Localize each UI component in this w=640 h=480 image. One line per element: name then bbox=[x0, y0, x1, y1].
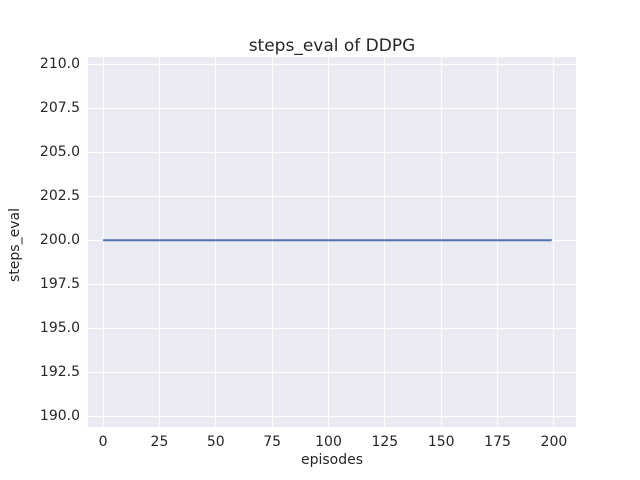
chart-title: steps_eval of DDPG bbox=[248, 36, 416, 56]
y-tick-label: 200.0 bbox=[39, 232, 80, 249]
y-tick-label: 197.5 bbox=[39, 276, 80, 293]
x-tick-label: 0 bbox=[98, 434, 108, 450]
plot-area bbox=[88, 57, 576, 427]
x-tick-label: 200 bbox=[540, 434, 568, 450]
gridline-y-197.5 bbox=[88, 283, 576, 285]
gridline-x-50 bbox=[215, 57, 217, 427]
gridline-y-202.5 bbox=[88, 195, 576, 197]
gridline-x-125 bbox=[384, 57, 386, 427]
gridline-x-175 bbox=[497, 57, 499, 427]
gridline-y-210 bbox=[88, 63, 576, 65]
gridline-x-200 bbox=[553, 57, 555, 427]
gridline-y-205 bbox=[88, 151, 576, 153]
gridline-y-195 bbox=[88, 327, 576, 329]
series-layer bbox=[103, 239, 552, 242]
y-tick-label: 190.0 bbox=[39, 408, 80, 425]
x-tick-label: 125 bbox=[371, 434, 399, 450]
x-tick-label: 175 bbox=[484, 434, 511, 450]
gridline-x-25 bbox=[158, 57, 160, 427]
gridline-y-207.5 bbox=[88, 107, 576, 109]
x-axis-label: episodes bbox=[300, 452, 364, 468]
y-tick-label: 207.5 bbox=[39, 100, 80, 117]
y-tick-label: 192.5 bbox=[39, 364, 80, 381]
gridline-x-150 bbox=[440, 57, 442, 427]
gridline-x-100 bbox=[328, 57, 329, 427]
y-tick-label: 195.0 bbox=[39, 320, 80, 337]
x-tick-label: 50 bbox=[206, 434, 225, 450]
y-tick-label: 205.0 bbox=[39, 144, 80, 161]
gridline-y-192.5 bbox=[88, 371, 576, 373]
x-tick-label: 25 bbox=[150, 434, 169, 450]
x-tick-label: 75 bbox=[263, 434, 282, 450]
x-tick-label: 100 bbox=[315, 434, 342, 450]
y-tick-label: 202.5 bbox=[39, 188, 80, 205]
gridline-y-190 bbox=[88, 415, 576, 417]
y-tick-label: 210.0 bbox=[39, 56, 80, 73]
gridline-x-75 bbox=[271, 57, 273, 427]
gridline-x-0 bbox=[102, 57, 104, 427]
x-tick-label: 150 bbox=[427, 434, 455, 450]
